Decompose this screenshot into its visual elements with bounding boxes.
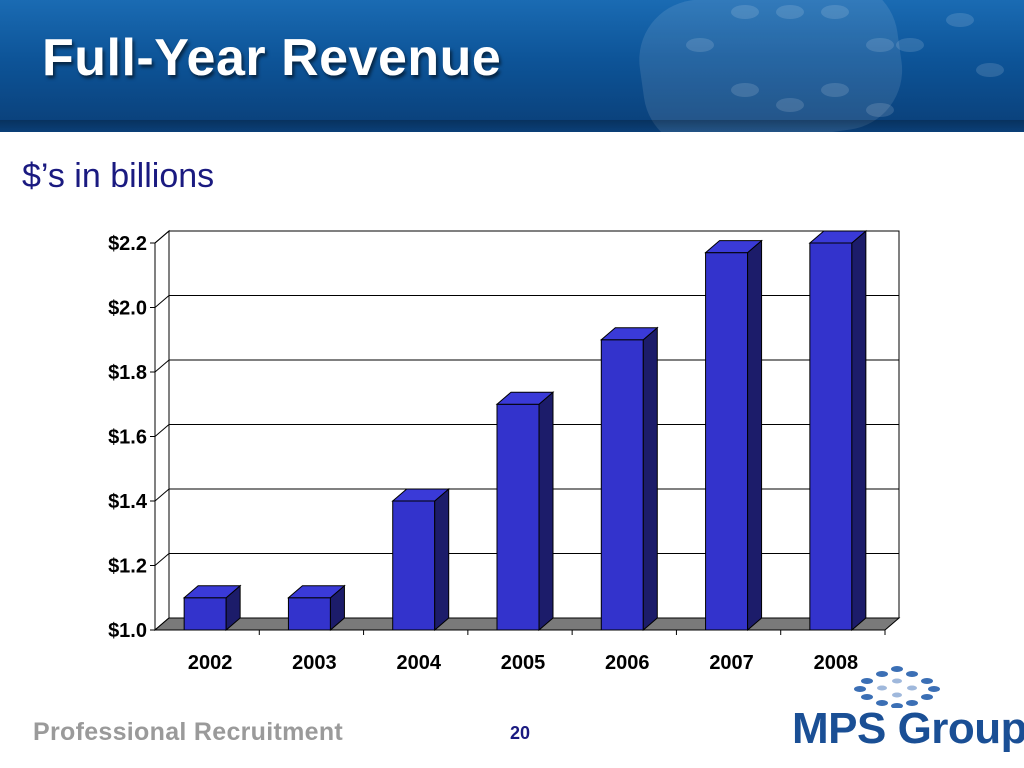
x-tick-label: 2004 bbox=[396, 652, 441, 674]
bar-top bbox=[495, 391, 555, 405]
bar-top bbox=[391, 488, 451, 502]
title-banner: Full-Year Revenue bbox=[0, 0, 1024, 132]
slide-title: Full-Year Revenue bbox=[42, 29, 502, 87]
footer-division-label: Professional Recruitment bbox=[33, 718, 344, 746]
bar-top bbox=[599, 327, 659, 341]
gridline-side bbox=[154, 488, 170, 502]
bar-side bbox=[851, 229, 867, 632]
bar-front bbox=[809, 242, 853, 631]
y-tick-label: $1.8 bbox=[108, 362, 147, 384]
banner-shadow bbox=[0, 120, 1024, 132]
bar-front bbox=[392, 500, 436, 631]
x-tick-label: 2002 bbox=[188, 652, 233, 674]
y-tick-label: $2.0 bbox=[108, 298, 147, 320]
x-tick-label: 2006 bbox=[605, 652, 650, 674]
bar-front bbox=[287, 597, 331, 631]
gridline-side bbox=[154, 295, 170, 308]
bar-side bbox=[538, 391, 554, 632]
mps-group-logo: MPS Group® bbox=[790, 664, 1024, 760]
bar-side bbox=[747, 239, 763, 632]
revenue-chart: $1.0 $1.2 $1.4 $1.6 $1.8 $2.0 $2.2 2002 2003 2004… bbox=[108, 229, 901, 674]
bar-top bbox=[287, 585, 346, 599]
x-tick-label: 2007 bbox=[709, 652, 754, 674]
gridline-side bbox=[154, 553, 170, 566]
bar-top bbox=[704, 240, 763, 254]
gridline-side bbox=[154, 359, 170, 373]
gridline-side bbox=[154, 424, 170, 437]
bar-side bbox=[434, 487, 450, 632]
bar-front bbox=[183, 597, 227, 631]
y-tick-label: $1.0 bbox=[108, 620, 147, 642]
banner-pattern-icon bbox=[639, 0, 1004, 132]
y-tick-label: $1.6 bbox=[108, 427, 147, 449]
x-tick-label: 2008 bbox=[814, 652, 859, 674]
bar-top bbox=[182, 585, 242, 599]
bar-front bbox=[600, 339, 644, 631]
y-tick-label: $1.2 bbox=[108, 556, 147, 578]
page-number: 20 bbox=[510, 723, 531, 743]
bar-front bbox=[705, 252, 749, 631]
chart-subtitle: $’s in billions bbox=[22, 157, 215, 195]
gridline-side bbox=[154, 230, 170, 244]
bar-front bbox=[496, 403, 540, 631]
logo-wordmark: MPS Group® bbox=[792, 704, 1024, 754]
y-tick-label: $2.2 bbox=[108, 233, 147, 255]
bar-side bbox=[642, 326, 658, 632]
x-tick-label: 2003 bbox=[292, 652, 337, 674]
bar-top bbox=[808, 230, 868, 244]
logo-name: MPS Group bbox=[792, 704, 1024, 753]
x-tick-label: 2005 bbox=[501, 652, 546, 674]
logo-diamond-icon bbox=[854, 666, 940, 708]
y-tick-label: $1.4 bbox=[108, 491, 148, 513]
